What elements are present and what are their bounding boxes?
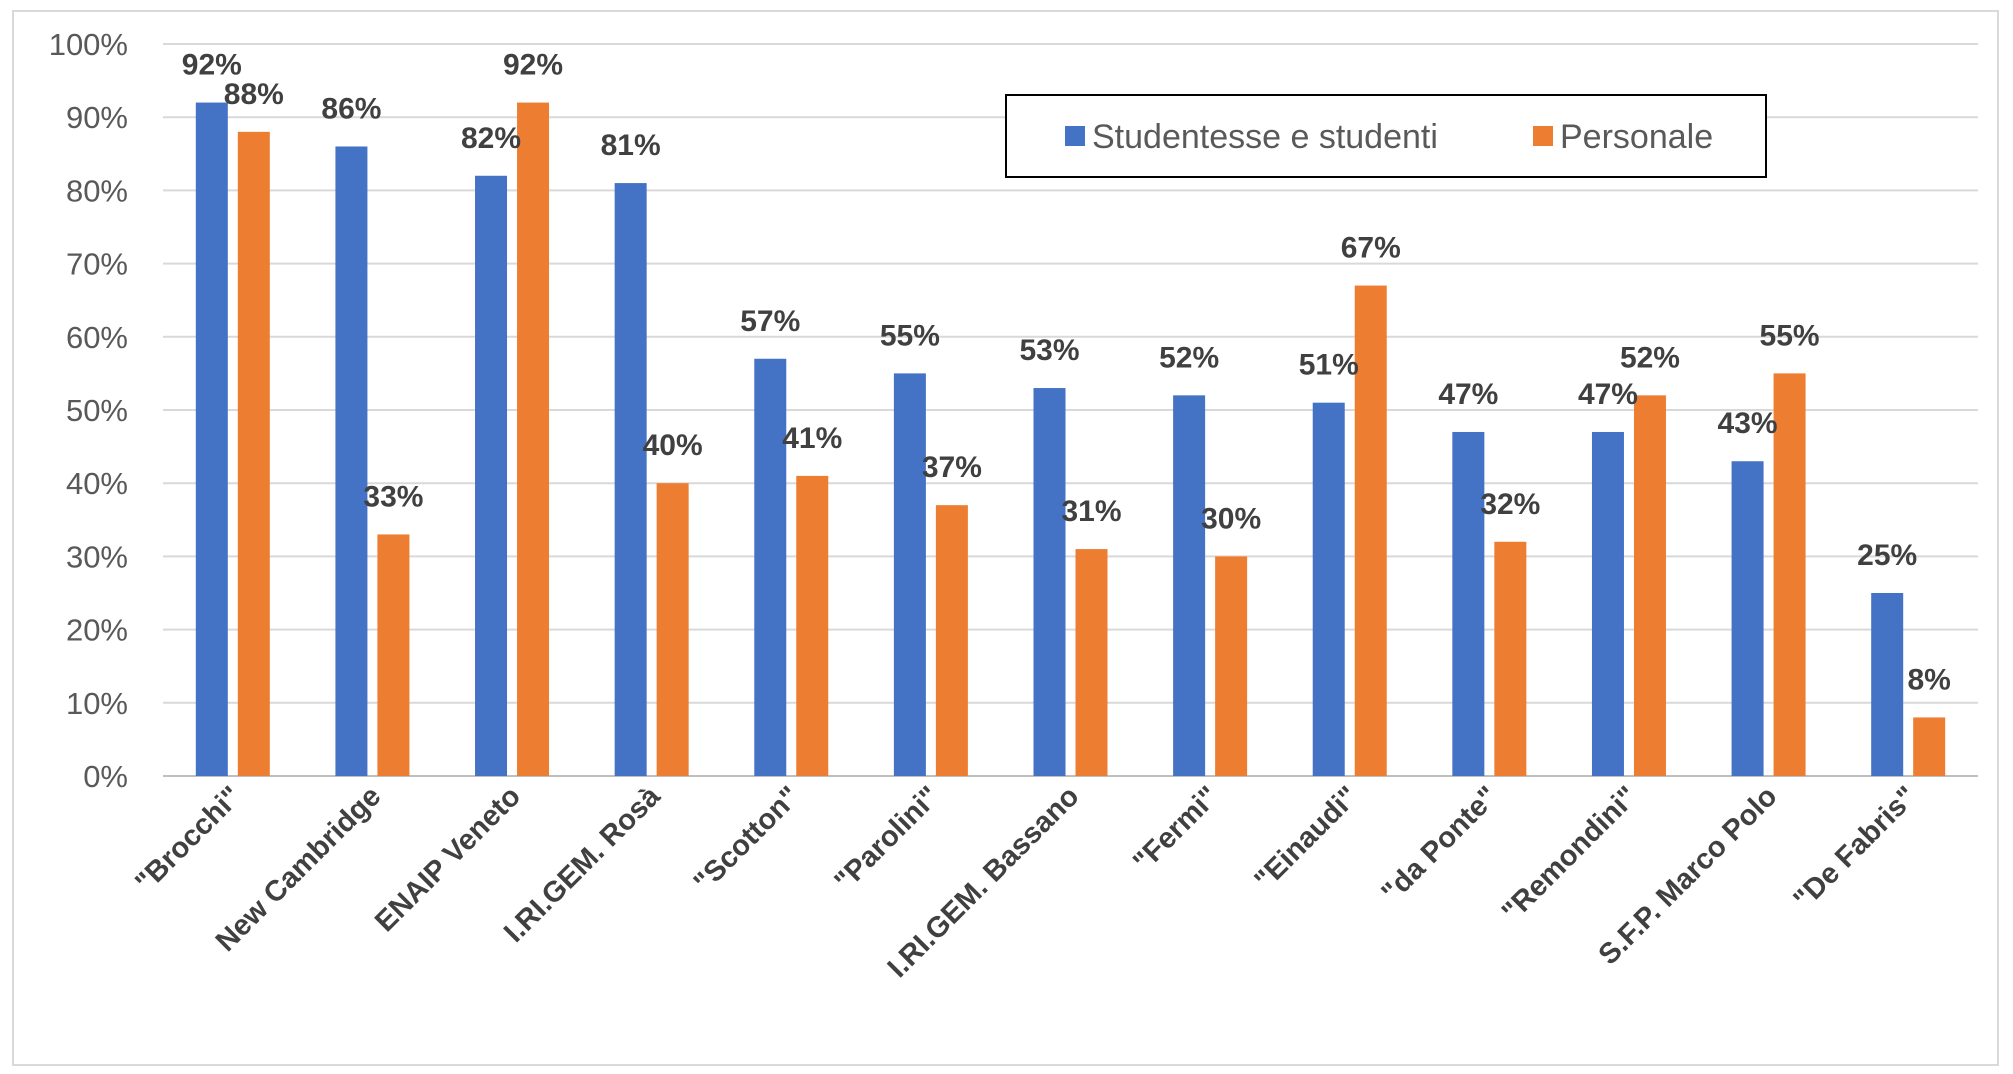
x-category-label: "Fermi" <box>1127 780 1225 878</box>
data-labels: 92%88% 86%33%82%92%81%40%57%41%55%37%53%3… <box>182 49 1951 697</box>
legend-swatch <box>1065 126 1085 146</box>
data-label: 40% <box>643 429 703 462</box>
bar-studenti <box>1731 461 1764 776</box>
data-label: 33% <box>363 480 423 513</box>
y-tick-label: 30% <box>66 539 128 574</box>
data-label: 81% <box>601 129 661 162</box>
data-label: 55% <box>880 319 940 352</box>
bar-studenti <box>1033 388 1066 776</box>
data-label: 43% <box>1718 407 1778 440</box>
bar-personale <box>1913 717 1946 776</box>
bar-studenti <box>1312 402 1345 776</box>
data-label: 53% <box>1019 334 1079 367</box>
y-tick-label: 40% <box>66 466 128 501</box>
data-label: 88% <box>224 78 284 111</box>
legend: Studentesse e studenti Personale <box>1005 94 1767 178</box>
bars <box>195 102 1946 777</box>
bar-studenti <box>335 146 368 777</box>
y-tick-label: 20% <box>66 613 128 648</box>
y-tick-label: 70% <box>66 247 128 282</box>
data-label: 82% <box>461 122 521 155</box>
bar-personale <box>796 475 829 776</box>
bar-personale <box>935 505 968 776</box>
x-category-label: "Einaudi" <box>1249 780 1365 896</box>
bar-studenti <box>1173 395 1206 776</box>
bar-personale <box>1773 373 1806 776</box>
bar-personale <box>377 534 410 776</box>
data-label: 25% <box>1857 539 1917 572</box>
data-label: 47% <box>1438 378 1498 411</box>
bar-studenti <box>1591 431 1624 776</box>
bar-studenti <box>1452 431 1485 776</box>
x-category-label: "da Ponte" <box>1376 780 1505 909</box>
bar-personale <box>1215 556 1248 776</box>
bar-studenti <box>195 102 228 776</box>
data-label: 31% <box>1061 495 1121 528</box>
bar-personale <box>517 102 550 776</box>
data-label: 57% <box>740 305 800 338</box>
bar-studenti <box>614 183 647 776</box>
x-category-label: "Parolini" <box>829 780 946 897</box>
bar-personale <box>1075 549 1108 776</box>
bar-personale <box>1633 395 1666 776</box>
legend-label: Personale <box>1560 118 1713 156</box>
data-label: 86% <box>321 92 381 125</box>
legend-swatch <box>1533 126 1553 146</box>
bar-personale <box>1354 285 1387 776</box>
bar-studenti <box>475 175 508 776</box>
data-label: 32% <box>1480 488 1540 521</box>
y-tick-label: 10% <box>66 686 128 721</box>
legend-label: Studentesse e studenti <box>1092 118 1438 156</box>
y-tick-label: 80% <box>66 173 128 208</box>
x-category-label: "Scotton" <box>688 780 806 898</box>
y-tick-label: 100% <box>49 27 128 62</box>
data-label: 52% <box>1159 341 1219 374</box>
data-label: 55% <box>1760 319 1820 352</box>
bar-studenti <box>754 358 787 776</box>
data-label: 41% <box>782 422 842 455</box>
bar-personale <box>237 131 270 777</box>
data-label: 30% <box>1201 502 1261 535</box>
data-label: 92% <box>503 49 563 82</box>
x-category-label: "Remondini" <box>1496 780 1644 928</box>
data-label: 37% <box>922 451 982 484</box>
y-tick-label: 50% <box>66 393 128 428</box>
bar-personale <box>1494 541 1527 776</box>
data-label: 92% <box>182 49 242 82</box>
y-tick-label: 90% <box>66 100 128 135</box>
bar-studenti <box>893 373 926 776</box>
y-axis-labels: 0% 10% 20% 30% 40% 50% 60% 70% 80% 90% 100% <box>49 27 128 794</box>
data-label: 8% <box>1908 663 1951 696</box>
y-tick-label: 0% <box>83 759 128 794</box>
data-label: 52% <box>1620 341 1680 374</box>
bar-personale <box>656 483 689 776</box>
data-label: 47% <box>1578 378 1638 411</box>
x-category-label: ENAIP Veneto <box>369 780 527 938</box>
legend-box <box>1005 94 1767 178</box>
y-tick-label: 60% <box>66 320 128 355</box>
x-category-label: "De Fabris" <box>1788 780 1924 916</box>
bar-studenti <box>1871 593 1904 776</box>
x-category-label: "Brocchi" <box>129 780 247 898</box>
data-label: 67% <box>1341 232 1401 265</box>
data-label: 51% <box>1299 349 1359 382</box>
